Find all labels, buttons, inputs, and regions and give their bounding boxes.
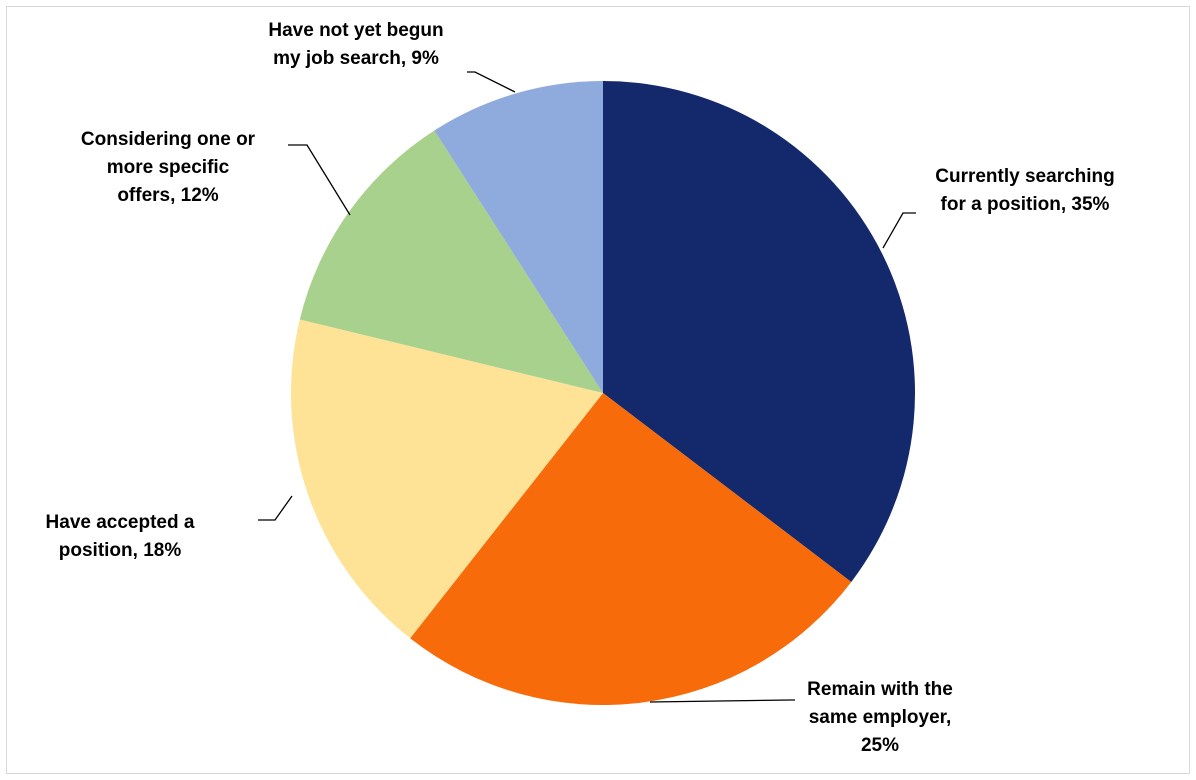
data-label-line: 25% xyxy=(861,735,899,756)
data-label-line: more specific xyxy=(107,157,230,178)
data-label: Have not yet begun my job search, 9% xyxy=(268,20,443,69)
data-label-line: offers, 12% xyxy=(117,185,218,206)
leader-line xyxy=(258,495,293,521)
data-label-line: Have not yet begun xyxy=(268,20,443,41)
pie-slice xyxy=(291,319,603,639)
data-label-line: for a position, 35% xyxy=(941,194,1110,215)
data-label: Currently searching for a position, 35% xyxy=(935,166,1115,215)
data-label: Remain with the same employer, 25% xyxy=(807,679,953,756)
data-label-line: position, 18% xyxy=(59,540,182,561)
data-label-line: Remain with the xyxy=(807,679,953,700)
data-label: Have accepted a position, 18% xyxy=(46,512,195,561)
pie-slice xyxy=(434,81,603,393)
data-label-line: Currently searching xyxy=(935,166,1115,187)
data-label-line: same employer, xyxy=(809,707,952,728)
data-label-line: Have accepted a xyxy=(46,512,195,533)
data-label: Considering one or more specific offers, 1… xyxy=(81,129,256,206)
leader-line xyxy=(467,71,516,93)
data-label-line: Considering one or xyxy=(81,129,256,150)
pie-slice xyxy=(603,81,915,582)
leader-line xyxy=(649,699,795,703)
leader-line xyxy=(882,212,916,249)
data-label-line: my job search, 9% xyxy=(273,48,439,69)
pie-slice xyxy=(410,393,852,706)
pie-slice xyxy=(299,130,603,393)
leader-line xyxy=(288,144,351,216)
